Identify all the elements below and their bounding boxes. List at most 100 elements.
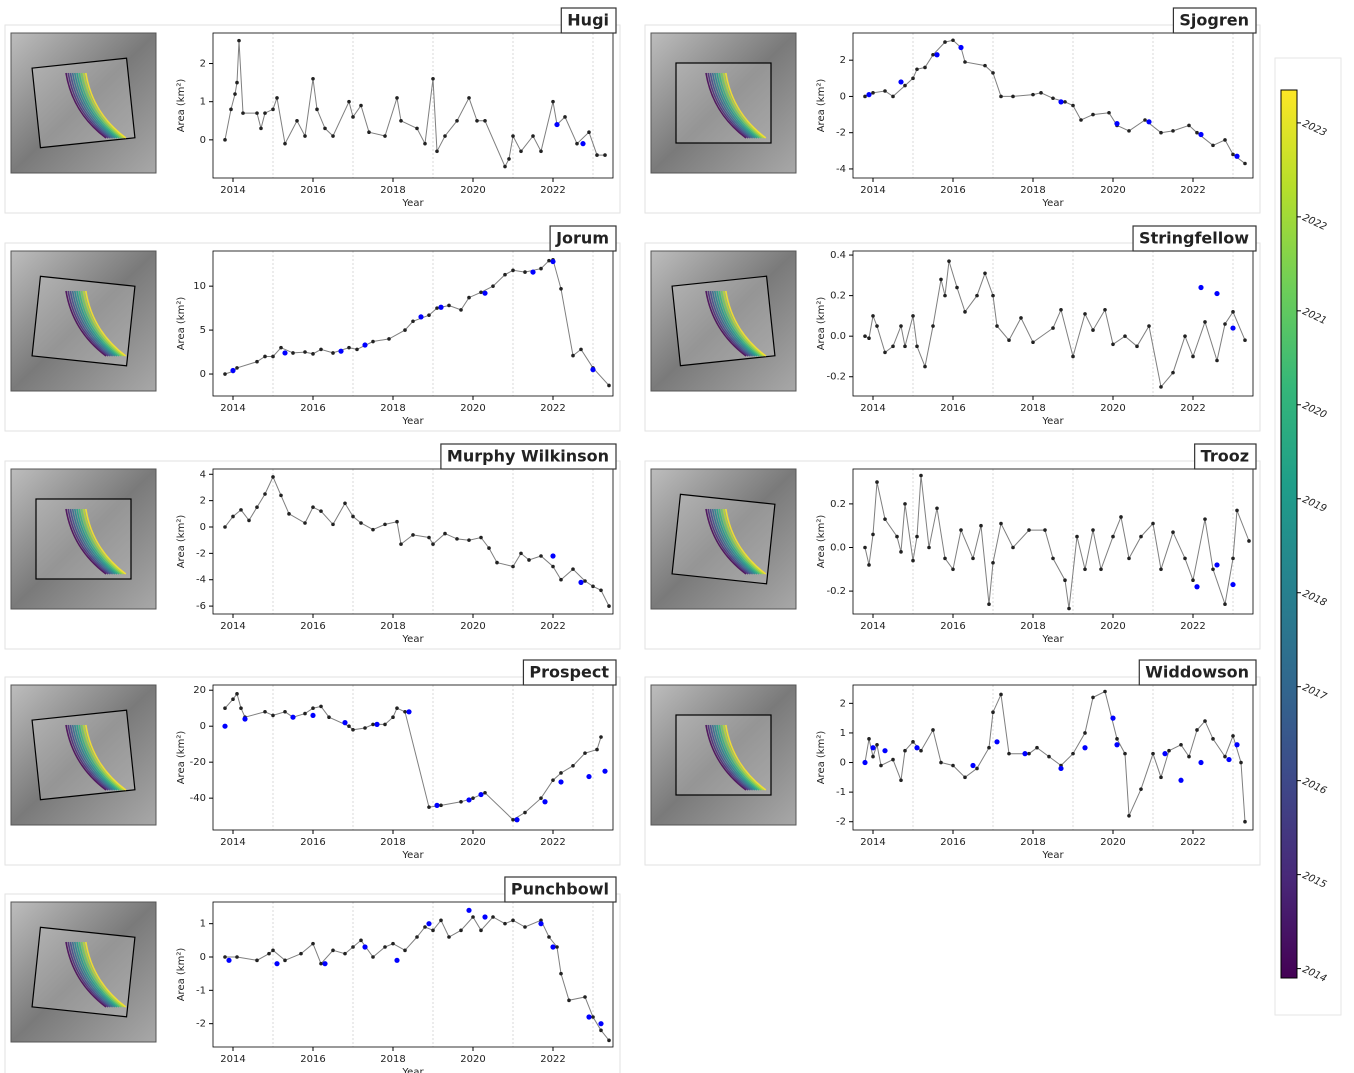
data-point [951, 763, 955, 768]
thumbnail-outline [711, 724, 754, 791]
highlight-point [1022, 751, 1028, 757]
data-point [471, 915, 475, 919]
plot-frame [212, 32, 614, 179]
highlight-point [898, 79, 904, 85]
thumbnail-outline [76, 724, 118, 791]
data-point [343, 501, 347, 506]
title-box [440, 443, 617, 470]
data-point [863, 334, 867, 338]
data-point [299, 951, 303, 956]
data-point [383, 134, 387, 138]
data-point [311, 76, 315, 81]
data-point [291, 351, 295, 355]
y-tick-label: -4 [836, 164, 846, 175]
data-point [1223, 322, 1227, 326]
y-tick-label: 0 [200, 135, 206, 146]
y-axis-label: Area (km²) [816, 731, 827, 785]
x-tick-label: 2022 [1180, 837, 1205, 848]
panel-frame [644, 460, 1261, 650]
data-point [607, 383, 611, 388]
data-point [459, 308, 463, 312]
data-point [915, 67, 919, 72]
data-point [1223, 754, 1227, 759]
data-point [1035, 745, 1039, 750]
thumbnail-outline [709, 290, 751, 357]
data-point [547, 258, 551, 263]
data-point [507, 157, 511, 161]
thumbnail-outline [720, 508, 762, 575]
x-axis-label: Year [401, 850, 424, 861]
data-point [1171, 530, 1175, 535]
panel-title: Jorum [555, 229, 609, 248]
data-point [427, 535, 431, 540]
data-point [527, 558, 531, 562]
data-point [571, 567, 575, 571]
thumbnail-outline [82, 941, 125, 1008]
data-point [319, 704, 323, 709]
data-point [603, 153, 607, 157]
data-point [583, 579, 587, 583]
x-tick-label: 2016 [940, 185, 965, 196]
data-point [233, 92, 237, 96]
data-point [1111, 342, 1115, 347]
highlight-point [586, 1014, 592, 1020]
data-point [395, 706, 399, 711]
data-point [987, 745, 991, 750]
highlight-point [322, 961, 328, 967]
data-point [231, 697, 235, 702]
data-point [1203, 719, 1207, 723]
y-tick-label: 0.2 [830, 499, 846, 510]
data-point [1083, 731, 1087, 735]
data-point [1159, 567, 1163, 572]
data-point [1231, 152, 1235, 157]
thumbnail-outline [709, 508, 751, 575]
data-point [1091, 695, 1095, 700]
data-point [511, 918, 515, 923]
thumbnail-outline [711, 72, 754, 139]
thumbnail-outline [705, 724, 747, 791]
x-tick-label: 2016 [940, 837, 965, 848]
x-tick-label: 2020 [460, 403, 485, 414]
data-point [1127, 129, 1131, 133]
thumbnail-outline [707, 508, 749, 575]
data-point [1239, 760, 1243, 765]
data-point [911, 558, 915, 563]
colorbar: 2014 2015 2016 2017 2018 2019 2020 2021 2022 2023 [1274, 57, 1342, 1016]
x-tick-label: 2016 [300, 1054, 325, 1065]
thumbnail-outline [67, 508, 109, 575]
x-axis-label: Year [1041, 416, 1064, 427]
data-point [331, 351, 335, 355]
data-point [523, 270, 527, 274]
data-point [891, 757, 895, 762]
y-tick-label: -2 [836, 128, 846, 139]
panel-frame [644, 24, 1261, 214]
data-point [971, 556, 975, 561]
highlight-point [882, 748, 888, 754]
data-point [587, 130, 591, 135]
data-point [583, 751, 587, 755]
highlight-point [1082, 745, 1088, 751]
x-tick-label: 2018 [1020, 837, 1045, 848]
data-point [1103, 308, 1107, 312]
colorbar-tick-label: 2015 [1300, 870, 1328, 891]
data-point [539, 554, 543, 558]
panel-title: Sjogren [1179, 11, 1249, 30]
highlight-point [406, 709, 412, 715]
data-point [1063, 100, 1067, 104]
colorbar-tick-label: 2021 [1300, 306, 1328, 327]
thumbnail-outline [718, 508, 760, 575]
x-tick-label: 2018 [380, 403, 405, 414]
thumbnail-outline [71, 290, 114, 357]
thumbnail-outline [78, 72, 120, 139]
thumbnail-outline [74, 724, 116, 791]
data-point [1159, 130, 1163, 135]
data-point [959, 528, 963, 532]
thumbnail-outline [85, 724, 127, 791]
data-point [551, 778, 555, 782]
data-point [1231, 556, 1235, 561]
plot-frame [212, 468, 614, 615]
thumbnail-outline [722, 508, 765, 575]
data-point [439, 918, 443, 923]
thumbnail-outline [80, 72, 122, 139]
data-point [1179, 742, 1183, 747]
